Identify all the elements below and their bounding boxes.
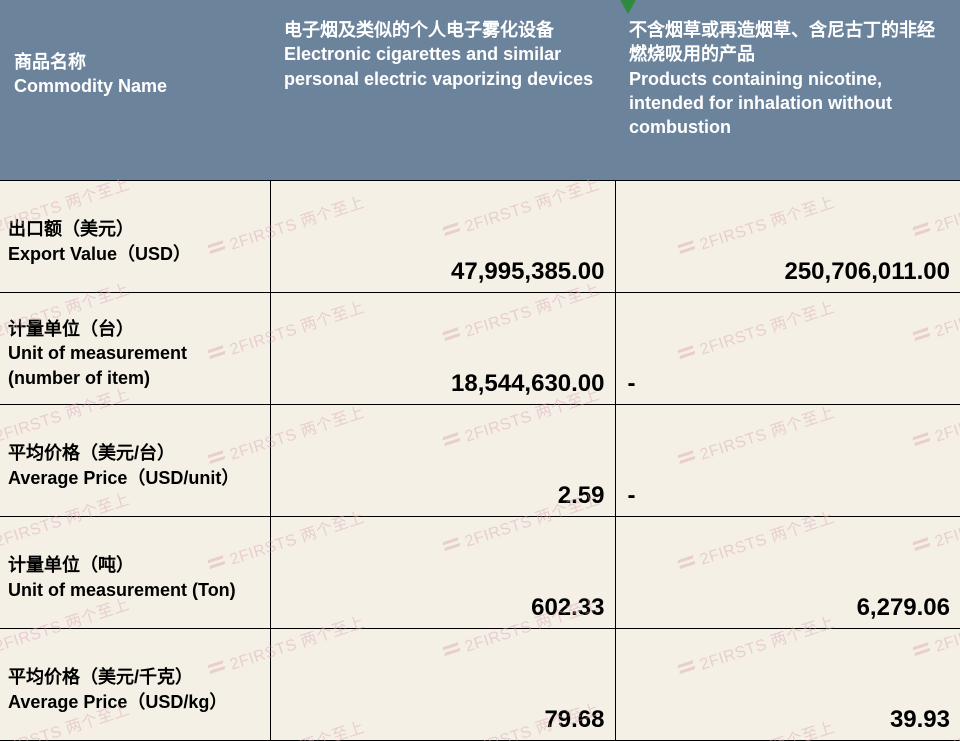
value: -	[628, 370, 636, 398]
header-cell-col2: 不含烟草或再造烟草、含尼古丁的非经燃烧吸用的产品 Products contai…	[615, 0, 960, 181]
header-name-en: Commodity Name	[14, 74, 256, 98]
row-value-c1: 602.33	[270, 517, 615, 629]
row-value-c2: -	[615, 293, 960, 405]
header-col1-zh: 电子烟及类似的个人电子雾化设备	[284, 18, 601, 42]
row-value-c2: 250,706,011.00	[615, 181, 960, 293]
row-value-c2: -	[615, 405, 960, 517]
row-label-en: Unit of measurement (number of item)	[8, 343, 187, 387]
row-label-zh: 计量单位（台）	[8, 319, 134, 339]
row-value-c2: 39.93	[615, 629, 960, 741]
row-label-en: Unit of measurement (Ton)	[8, 580, 236, 600]
value: 18,544,630.00	[451, 370, 604, 398]
header-name-zh: 商品名称	[14, 50, 256, 74]
row-label-zh: 出口额（美元）	[8, 219, 134, 239]
commodity-table: 商品名称 Commodity Name 电子烟及类似的个人电子雾化设备 Elec…	[0, 0, 960, 741]
row-label-cell: 平均价格（美元/千克） Average Price（USD/kg）	[0, 629, 270, 741]
header-col1-en: Electronic cigarettes and similar person…	[284, 42, 601, 91]
table-row: 平均价格（美元/千克） Average Price（USD/kg） 79.68 …	[0, 629, 960, 741]
row-label-en: Export Value（USD）	[8, 244, 191, 264]
row-label-cell: 计量单位（台） Unit of measurement (number of i…	[0, 293, 270, 405]
value: 250,706,011.00	[784, 258, 950, 286]
row-value-c1: 79.68	[270, 629, 615, 741]
value: 6,279.06	[857, 594, 950, 622]
value: 47,995,385.00	[451, 258, 604, 286]
table-row: 平均价格（美元/台） Average Price（USD/unit） 2.59 …	[0, 405, 960, 517]
row-label-en: Average Price（USD/unit）	[8, 468, 239, 488]
row-label-zh: 平均价格（美元/千克）	[8, 667, 193, 687]
table-row: 计量单位（吨） Unit of measurement (Ton) 602.33…	[0, 517, 960, 629]
table-row: 计量单位（台） Unit of measurement (number of i…	[0, 293, 960, 405]
table-row: 出口额（美元） Export Value（USD） 47,995,385.00 …	[0, 181, 960, 293]
row-label-zh: 平均价格（美元/台）	[8, 443, 175, 463]
header-cell-col1: 电子烟及类似的个人电子雾化设备 Electronic cigarettes an…	[270, 0, 615, 181]
table-header-row: 商品名称 Commodity Name 电子烟及类似的个人电子雾化设备 Elec…	[0, 0, 960, 181]
row-value-c2: 6,279.06	[615, 517, 960, 629]
value: 602.33	[531, 594, 604, 622]
row-value-c1: 2.59	[270, 405, 615, 517]
row-label-cell: 平均价格（美元/台） Average Price（USD/unit）	[0, 405, 270, 517]
row-label-en: Average Price（USD/kg）	[8, 692, 227, 712]
row-label-zh: 计量单位（吨）	[8, 555, 134, 575]
header-cell-name: 商品名称 Commodity Name	[0, 0, 270, 181]
header-col2-en: Products containing nicotine, intended f…	[629, 67, 946, 140]
row-value-c1: 47,995,385.00	[270, 181, 615, 293]
value: 39.93	[890, 706, 950, 734]
value: 79.68	[544, 706, 604, 734]
header-col2-zh: 不含烟草或再造烟草、含尼古丁的非经燃烧吸用的产品	[629, 18, 946, 67]
value: 2.59	[558, 482, 605, 510]
value: -	[628, 482, 636, 510]
header-pointer-icon	[618, 0, 638, 14]
row-label-cell: 出口额（美元） Export Value（USD）	[0, 181, 270, 293]
row-value-c1: 18,544,630.00	[270, 293, 615, 405]
row-label-cell: 计量单位（吨） Unit of measurement (Ton)	[0, 517, 270, 629]
